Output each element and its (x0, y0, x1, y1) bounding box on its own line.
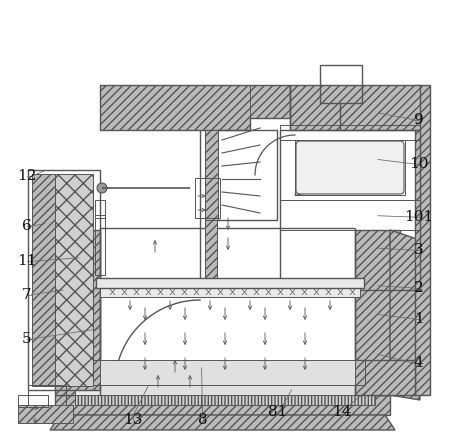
Text: 13: 13 (123, 413, 143, 427)
Bar (18, 395, 48, 407)
Bar (95, 200, 105, 218)
Text: 2: 2 (414, 281, 423, 295)
Text: 12: 12 (17, 169, 37, 183)
Bar (280, 130, 420, 290)
Text: 3: 3 (414, 243, 423, 257)
Polygon shape (50, 415, 395, 430)
Bar (195, 178, 220, 218)
Bar (28, 385, 66, 415)
Text: 4: 4 (414, 356, 423, 370)
Polygon shape (75, 395, 375, 405)
Polygon shape (100, 85, 290, 130)
Text: 101: 101 (404, 210, 433, 224)
Bar (95, 215, 105, 275)
Bar (100, 285, 360, 297)
Bar (75, 390, 375, 398)
Polygon shape (205, 130, 218, 220)
Text: 14: 14 (332, 405, 352, 419)
Polygon shape (355, 230, 400, 395)
Bar (355, 360, 365, 385)
Bar (32, 174, 56, 386)
Text: 8: 8 (198, 413, 207, 427)
Polygon shape (55, 230, 100, 395)
Bar (28, 170, 100, 390)
Text: 9: 9 (414, 113, 423, 127)
Bar (55, 174, 93, 386)
Bar (100, 385, 355, 395)
Text: 1: 1 (414, 312, 423, 326)
Text: 81: 81 (268, 405, 288, 419)
Text: 11: 11 (17, 254, 37, 268)
Bar (295, 140, 405, 195)
Polygon shape (290, 85, 420, 130)
Bar (90, 360, 100, 385)
Polygon shape (415, 85, 430, 395)
Bar (205, 130, 217, 285)
Bar (280, 125, 420, 140)
FancyBboxPatch shape (296, 141, 404, 194)
Bar (100, 360, 355, 385)
Polygon shape (390, 230, 420, 400)
Text: 7: 7 (22, 288, 32, 302)
Bar (18, 405, 73, 423)
Bar (217, 130, 277, 220)
Text: 5: 5 (22, 332, 32, 346)
Bar (320, 65, 362, 103)
Polygon shape (55, 395, 390, 415)
Bar (96, 278, 364, 288)
Circle shape (97, 183, 107, 193)
Polygon shape (355, 360, 415, 395)
Text: 6: 6 (22, 219, 32, 233)
Text: 10: 10 (409, 157, 428, 171)
